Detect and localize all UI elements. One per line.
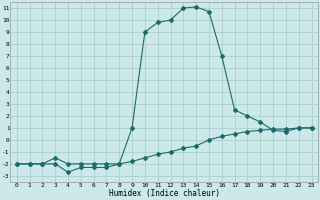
X-axis label: Humidex (Indice chaleur): Humidex (Indice chaleur) bbox=[108, 189, 220, 198]
